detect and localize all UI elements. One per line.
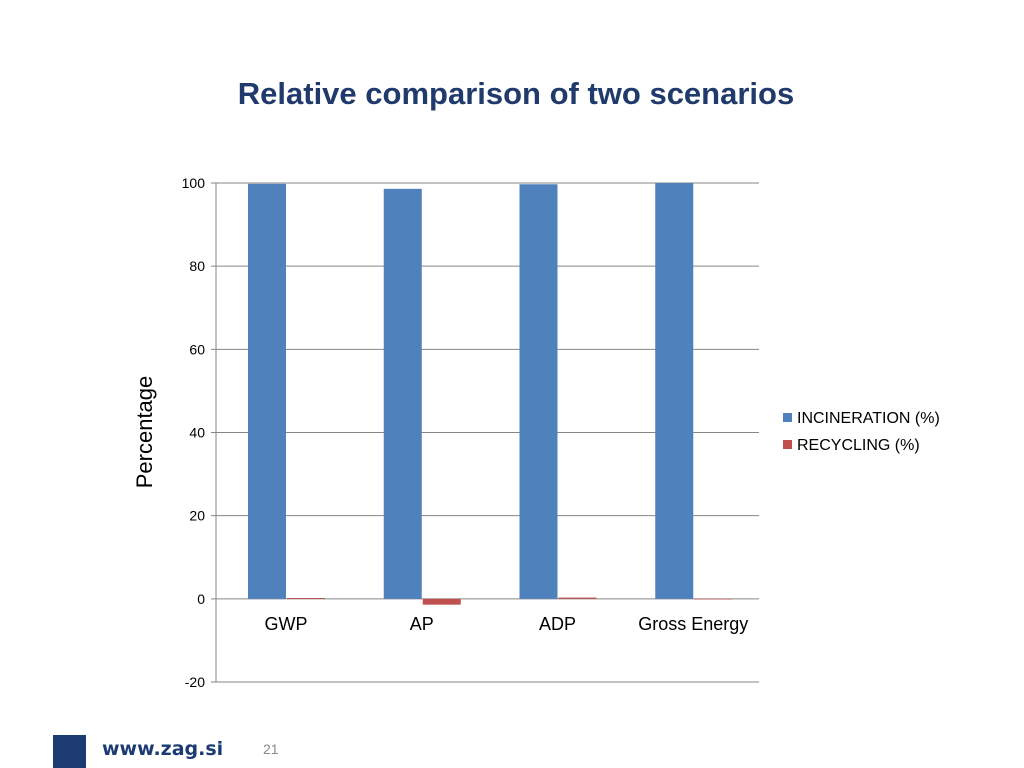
bar-gwp-recycling — [287, 598, 325, 599]
y-tick-label: 0 — [197, 591, 205, 607]
legend: INCINERATION (%) RECYCLING (%) — [783, 410, 940, 454]
bars — [248, 183, 733, 605]
bar-ap-recycling — [422, 598, 461, 605]
legend-label: INCINERATION (%) — [797, 410, 940, 427]
footer-url[interactable]: www.zag.si — [102, 738, 224, 760]
legend-swatch — [783, 413, 792, 422]
legend-label: RECYCLING (%) — [797, 437, 920, 454]
slide-title: Relative comparison of two scenarios — [237, 76, 795, 111]
x-tick-labels: GWP AP ADP Gross Energy — [265, 614, 749, 634]
bar-adp-recycling — [558, 597, 597, 599]
y-tick-label: 100 — [182, 175, 206, 191]
bar-gwp-incineration — [248, 183, 286, 599]
bar-gross-energy-recycling — [694, 598, 733, 600]
y-tick-labels: -20 0 20 40 60 80 100 — [182, 175, 206, 690]
y-tick-label: 60 — [189, 341, 205, 357]
page-number: 21 — [263, 741, 279, 757]
logo-mark — [53, 735, 86, 768]
bar-gross-energy-incineration — [655, 183, 694, 599]
x-tick-label: GWP — [265, 614, 308, 634]
y-tick-label: 20 — [189, 508, 205, 524]
x-tick-label: Gross Energy — [638, 614, 748, 634]
y-axis-label: Percentage — [132, 376, 157, 489]
x-tick-label: AP — [410, 614, 434, 634]
x-tick-label: ADP — [539, 614, 576, 634]
bar-adp-incineration — [519, 184, 558, 599]
y-tick-label: -20 — [185, 674, 205, 690]
y-tick-label: 80 — [189, 258, 205, 274]
bar-ap-incineration — [383, 188, 422, 599]
y-tick-label: 40 — [189, 425, 205, 441]
legend-swatch — [783, 440, 792, 449]
